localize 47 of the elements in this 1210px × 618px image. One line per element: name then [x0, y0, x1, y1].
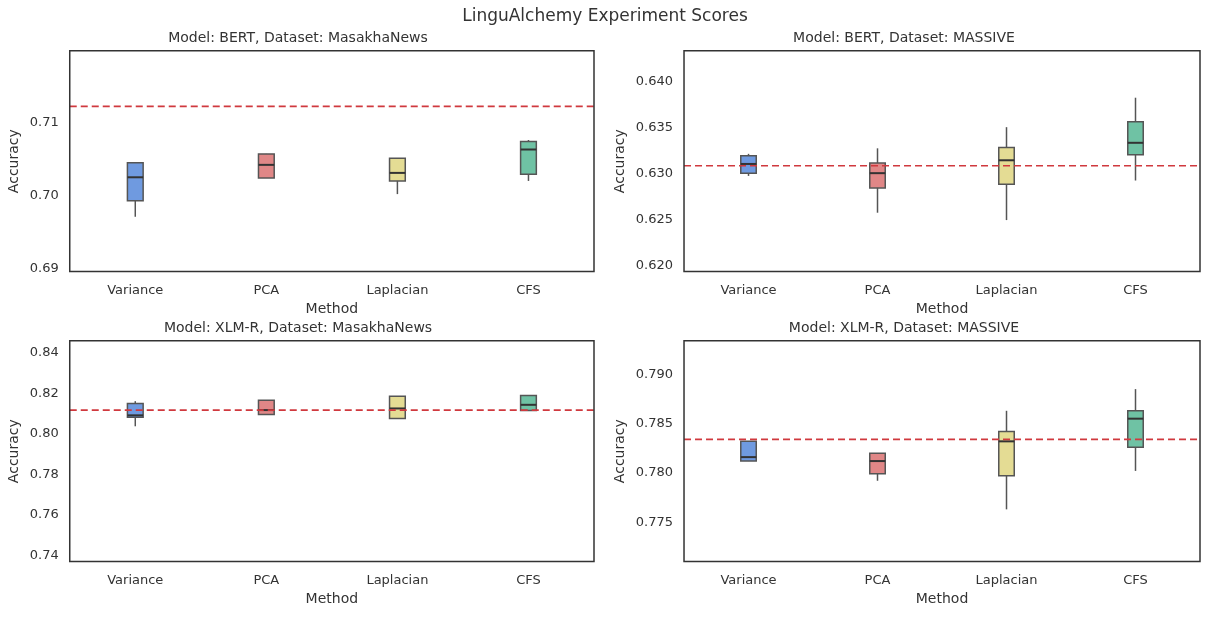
x-tick-label: PCA	[253, 571, 280, 587]
x-tick-label: CFS	[516, 281, 541, 297]
x-tick-label: CFS	[516, 571, 541, 587]
x-tick-label: CFS	[1123, 281, 1148, 297]
x-tick-label: Variance	[107, 281, 164, 297]
y-tick-label: 0.80	[29, 425, 59, 441]
y-tick-label: 0.780	[635, 464, 674, 480]
x-tick-label: PCA	[864, 571, 891, 587]
x-tick-label: Laplacian	[366, 281, 429, 297]
y-tick-label: 0.640	[635, 73, 674, 89]
x-tick-label: CFS	[1123, 571, 1148, 587]
y-axis-title: Accuracy	[611, 129, 628, 194]
chart-title: Model: BERT, Dataset: MasakhaNews	[168, 29, 428, 46]
y-tick-label: 0.84	[29, 344, 59, 360]
x-tick-label: PCA	[253, 281, 280, 297]
text: LinguAlchemy Experiment Scores	[462, 5, 748, 25]
y-tick-label: 0.775	[635, 513, 674, 529]
x-tick-label: Variance	[720, 571, 777, 587]
y-tick-label: 0.69	[29, 260, 59, 276]
x-tick-label: Variance	[107, 571, 164, 587]
chart-title: Model: XLM-R, Dataset: MASSIVE	[788, 319, 1020, 336]
x-axis-title: Method	[305, 590, 359, 607]
x-axis-title: Method	[915, 590, 969, 607]
y-tick-label: 0.620	[635, 257, 674, 273]
y-tick-label: 0.74	[29, 546, 59, 562]
y-tick-label: 0.630	[635, 165, 674, 181]
x-axis-title: Method	[915, 300, 969, 317]
x-axis-title: Method	[305, 300, 359, 317]
y-axis-title: Accuracy	[611, 419, 628, 484]
y-tick-label: 0.790	[635, 365, 674, 381]
y-tick-label: 0.71	[29, 113, 59, 129]
y-tick-label: 0.785	[635, 414, 674, 430]
x-tick-label: PCA	[864, 281, 891, 297]
y-tick-label: 0.78	[29, 465, 59, 481]
x-tick-label: Laplacian	[975, 571, 1038, 587]
x-tick-label: Laplacian	[975, 281, 1038, 297]
y-tick-label: 0.635	[635, 119, 674, 135]
x-tick-label: Laplacian	[366, 571, 429, 587]
y-tick-label: 0.625	[635, 211, 674, 227]
y-axis-title: Accuracy	[5, 129, 22, 194]
y-tick-label: 0.82	[29, 384, 59, 400]
y-tick-label: 0.70	[29, 186, 59, 202]
chart-title: Model: XLM-R, Dataset: MasakhaNews	[163, 319, 433, 336]
x-tick-label: Variance	[720, 281, 777, 297]
y-tick-label: 0.76	[29, 506, 59, 522]
chart-title: Model: BERT, Dataset: MASSIVE	[793, 29, 1015, 46]
y-axis-title: Accuracy	[5, 419, 22, 484]
